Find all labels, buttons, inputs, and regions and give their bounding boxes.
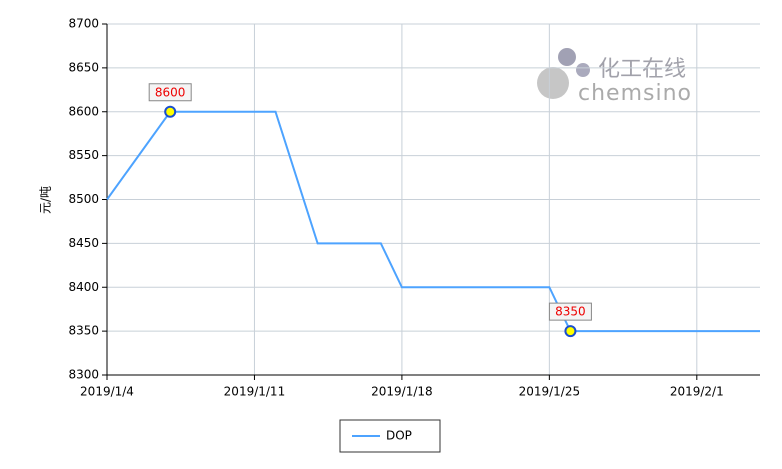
data-label: 8600	[155, 85, 186, 99]
y-tick-label: 8450	[68, 236, 99, 250]
point-marker	[564, 325, 577, 338]
watermark: 化工在线 chemsino	[537, 48, 692, 106]
x-tick-label: 2019/1/25	[519, 385, 581, 399]
y-tick-label: 8600	[68, 104, 99, 118]
y-tick-label: 8400	[68, 280, 99, 294]
logo	[537, 67, 569, 99]
logo	[558, 48, 576, 66]
data-label-box	[548, 302, 592, 321]
y-tick-label: 8350	[68, 324, 99, 338]
point-marker	[164, 105, 177, 118]
y-tick-label: 8650	[68, 60, 99, 74]
x-tick-label: 2019/1/4	[80, 385, 134, 399]
watermark-cn: 化工在线	[598, 57, 686, 82]
data-label: 8350	[555, 305, 586, 319]
x-tick-label: 2019/2/1	[670, 385, 724, 399]
y-tick-label: 8550	[68, 148, 99, 162]
y-tick-label: 8300	[68, 368, 99, 382]
logo	[576, 63, 590, 77]
x-tick-label: 2019/1/18	[371, 385, 433, 399]
line-series	[106, 110, 760, 333]
x-tick-label: 2019/1/11	[224, 385, 286, 399]
watermark-en: chemsino	[578, 81, 692, 106]
y-axis-label: 元/吨	[39, 186, 53, 214]
legend-label: DOP	[386, 429, 412, 443]
y-tick-label: 8700	[68, 17, 99, 31]
y-tick-label: 8500	[68, 192, 99, 206]
data-label-box	[148, 83, 192, 102]
